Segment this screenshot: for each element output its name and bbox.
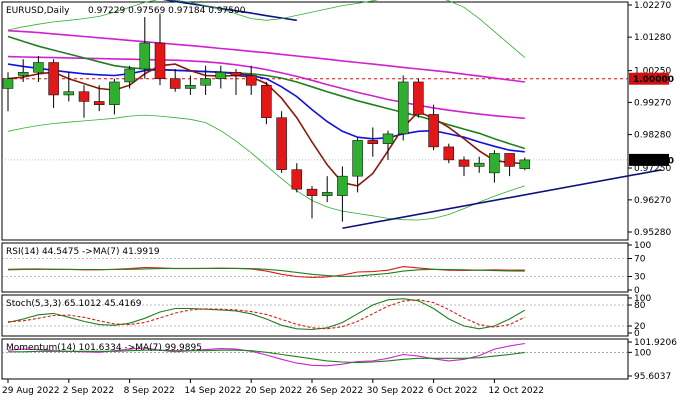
date-axis-label: 2 Sep 2022 [63, 386, 114, 396]
candle-body [397, 81, 409, 135]
candle-body [291, 169, 303, 190]
rsi-series-layer [2, 258, 628, 278]
candle-body [489, 153, 500, 174]
price-axis-label: 1.02270 [634, 1, 671, 11]
parity-level-tag-label: 1.00000 [633, 75, 674, 85]
bollinger-band-6 [7, 0, 526, 58]
candle-body [215, 71, 227, 79]
current-price-tag [629, 153, 669, 166]
date-axis-label: 26 Sep 2022 [306, 386, 363, 396]
stoch-panel-frame [1, 294, 629, 337]
price-axis-label: 0.97250 [634, 164, 671, 174]
rsi-indicator-label: RSI(14) 44.5475 ->MA(7) 41.9919 [6, 247, 160, 257]
candle-body [17, 71, 29, 76]
candle-body [93, 101, 105, 105]
candle-body [200, 78, 211, 86]
candle-body [33, 62, 44, 73]
axis-labels-layer: 1.02270 1.01280 1.00250 0.99270 0.98280 0.972… [2, 1, 677, 396]
candle-body [337, 175, 348, 196]
moving-average-0 [162, 0, 297, 22]
candle-body [428, 114, 439, 148]
candle-body [109, 81, 120, 105]
moving-average-1 [7, 29, 525, 83]
indicator-series-1 [7, 299, 526, 330]
price-axis-label: 1.01280 [634, 33, 671, 43]
indicator-axis-label: 100 [634, 294, 651, 304]
indicator-axis-label: 80 [634, 301, 646, 311]
candle-body [519, 159, 531, 169]
candle-body [230, 71, 242, 76]
indicator-axis-label: 101.9206 [634, 338, 677, 348]
momentum-indicator-label: Momentum(14) 101.6334 ->MA(7) 99.9895 [6, 343, 202, 353]
date-axis-label: 12 Oct 2022 [488, 386, 544, 396]
price-axis-label: 0.96270 [634, 196, 671, 206]
indicator-axis-label: 0 [634, 286, 640, 296]
current-price-tag-label: 0.97500 [633, 156, 674, 166]
moving-average-2 [7, 55, 525, 120]
candle-body [48, 62, 59, 96]
indicator-series-1 [8, 349, 525, 364]
candle-body [321, 192, 333, 196]
candle-body [276, 117, 287, 170]
candle-body [504, 153, 515, 167]
price-axis-label: 0.99270 [634, 98, 671, 108]
candle-body [63, 91, 75, 96]
candle-body [352, 140, 363, 177]
indicator-series-0 [7, 266, 525, 278]
bollinger-band-7 [7, 114, 525, 221]
date-axis-label: 14 Sep 2022 [184, 386, 241, 396]
candle-body [382, 133, 394, 144]
support-trendline [342, 168, 662, 230]
price-axis-label: 0.95280 [634, 228, 671, 238]
date-axis-label: 6 Oct 2022 [428, 386, 478, 396]
candle-body [154, 42, 166, 79]
momentum-panel-frame [1, 338, 629, 380]
stoch-series-layer [2, 298, 628, 331]
candle-body [473, 162, 485, 167]
candle-body [169, 78, 181, 89]
rsi-panel-frame [1, 242, 629, 293]
indicator-axis-label: 95.6037 [634, 372, 671, 382]
candle-body [124, 68, 135, 83]
indicator-series-0 [7, 298, 526, 331]
date-axis-label: 8 Sep 2022 [124, 386, 175, 396]
candle-body [78, 91, 90, 102]
chart-symbol-title: EURUSD,Daily [6, 6, 70, 16]
date-axis-label: 29 Aug 2022 [2, 386, 60, 396]
candle-body [367, 140, 379, 144]
indicator-axis-label: 100 [634, 241, 651, 251]
price-series-layer [2, 0, 662, 230]
price-panel-frame [1, 1, 629, 241]
date-axis-label: 20 Sep 2022 [245, 386, 302, 396]
candle-body [2, 78, 14, 89]
candle-body [306, 188, 318, 196]
indicator-axis-label: 30 [634, 273, 646, 283]
momentum-series-layer [2, 342, 628, 367]
stoch-indicator-label: Stoch(5,3,3) 65.1012 45.4169 [6, 299, 142, 309]
price-axis-label: 0.98280 [634, 131, 671, 141]
candle-body [443, 146, 455, 161]
indicator-axis-label: 0 [634, 329, 640, 339]
indicator-axis-label: 70 [634, 255, 646, 265]
candle-body [139, 42, 151, 70]
candle-body [458, 159, 470, 167]
candle-body [245, 75, 257, 86]
date-axis-label: 30 Sep 2022 [367, 386, 424, 396]
indicator-series-1 [7, 267, 525, 278]
candle-body [185, 84, 196, 89]
parity-level-tag [629, 72, 669, 85]
indicator-axis-label: 100 [634, 348, 651, 358]
candle-body [413, 81, 424, 115]
ohlc-readout: 0.97229 0.97569 0.97184 0.97500 [88, 6, 246, 16]
indicator-series-0 [7, 342, 525, 367]
indicator-axis-label: 20 [634, 322, 646, 332]
candle-body [261, 84, 272, 118]
price-axis-label: 1.00250 [634, 67, 671, 77]
